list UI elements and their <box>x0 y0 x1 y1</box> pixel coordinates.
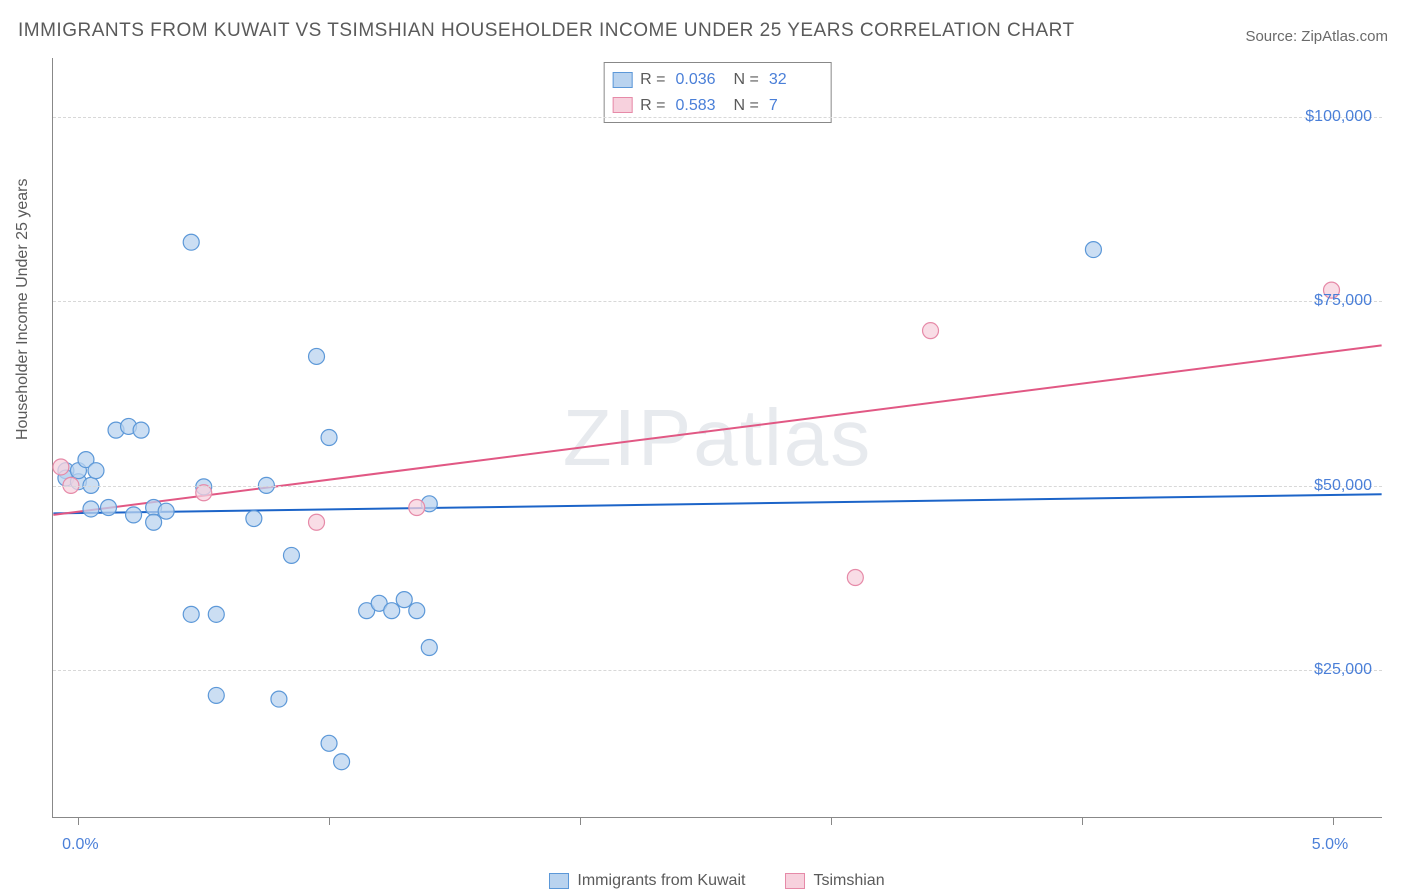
data-point <box>183 234 199 250</box>
bottom-legend: Immigrants from Kuwait Tsimshian <box>52 872 1382 890</box>
trend-line <box>53 345 1381 514</box>
data-point <box>283 547 299 563</box>
legend-swatch-tsimshian <box>785 873 805 889</box>
plot-area: ZIPatlas R = 0.036 N = 32 R = 0.583 N = … <box>52 58 1382 818</box>
data-point <box>321 735 337 751</box>
data-point <box>183 606 199 622</box>
chart-title: IMMIGRANTS FROM KUWAIT VS TSIMSHIAN HOUS… <box>18 20 1075 42</box>
source-attribution: Source: ZipAtlas.com <box>1245 28 1388 45</box>
scatter-svg <box>53 58 1382 817</box>
xtick <box>580 817 581 825</box>
r-label: R = <box>640 93 665 119</box>
data-point <box>83 501 99 517</box>
data-point <box>126 507 142 523</box>
data-point <box>208 687 224 703</box>
r-value-tsimshian: 0.583 <box>676 93 726 119</box>
ytick-label: $100,000 <box>1305 108 1372 126</box>
data-point <box>271 691 287 707</box>
n-label: N = <box>734 67 759 93</box>
data-point <box>246 511 262 527</box>
r-value-kuwait: 0.036 <box>676 67 726 93</box>
data-point <box>53 459 69 475</box>
r-label: R = <box>640 67 665 93</box>
data-point <box>334 754 350 770</box>
stats-legend: R = 0.036 N = 32 R = 0.583 N = 7 <box>603 62 832 123</box>
gridline <box>53 117 1382 118</box>
data-point <box>923 323 939 339</box>
data-point <box>396 592 412 608</box>
data-point <box>409 500 425 516</box>
data-point <box>309 514 325 530</box>
gridline <box>53 301 1382 302</box>
xtick <box>329 817 330 825</box>
n-value-tsimshian: 7 <box>769 93 819 119</box>
ytick-label: $50,000 <box>1314 477 1372 495</box>
xtick <box>1082 817 1083 825</box>
legend-item-tsimshian: Tsimshian <box>785 872 884 890</box>
data-point <box>847 570 863 586</box>
data-point <box>321 430 337 446</box>
gridline <box>53 670 1382 671</box>
data-point <box>1085 242 1101 258</box>
data-point <box>88 463 104 479</box>
n-value-kuwait: 32 <box>769 67 819 93</box>
data-point <box>309 348 325 364</box>
data-point <box>158 503 174 519</box>
y-axis-label: Householder Income Under 25 years <box>14 179 32 440</box>
legend-label-kuwait: Immigrants from Kuwait <box>577 872 745 890</box>
legend-label-tsimshian: Tsimshian <box>813 872 884 890</box>
data-point <box>101 500 117 516</box>
ytick-label: $75,000 <box>1314 292 1372 310</box>
legend-item-kuwait: Immigrants from Kuwait <box>549 872 745 890</box>
n-label: N = <box>734 93 759 119</box>
chart-container: IMMIGRANTS FROM KUWAIT VS TSIMSHIAN HOUS… <box>0 0 1406 892</box>
legend-swatch-kuwait <box>549 873 569 889</box>
xtick-label-last: 5.0% <box>1312 836 1348 854</box>
data-point <box>146 514 162 530</box>
ytick-label: $25,000 <box>1314 661 1372 679</box>
stats-row-tsimshian: R = 0.583 N = 7 <box>612 93 819 119</box>
data-point <box>409 603 425 619</box>
data-point <box>133 422 149 438</box>
stats-row-kuwait: R = 0.036 N = 32 <box>612 67 819 93</box>
xtick <box>1333 817 1334 825</box>
swatch-tsimshian <box>612 97 632 113</box>
xtick <box>78 817 79 825</box>
xtick <box>831 817 832 825</box>
gridline <box>53 486 1382 487</box>
swatch-kuwait <box>612 72 632 88</box>
data-point <box>421 640 437 656</box>
data-point <box>384 603 400 619</box>
xtick-label-first: 0.0% <box>62 836 98 854</box>
data-point <box>208 606 224 622</box>
data-point <box>196 485 212 501</box>
